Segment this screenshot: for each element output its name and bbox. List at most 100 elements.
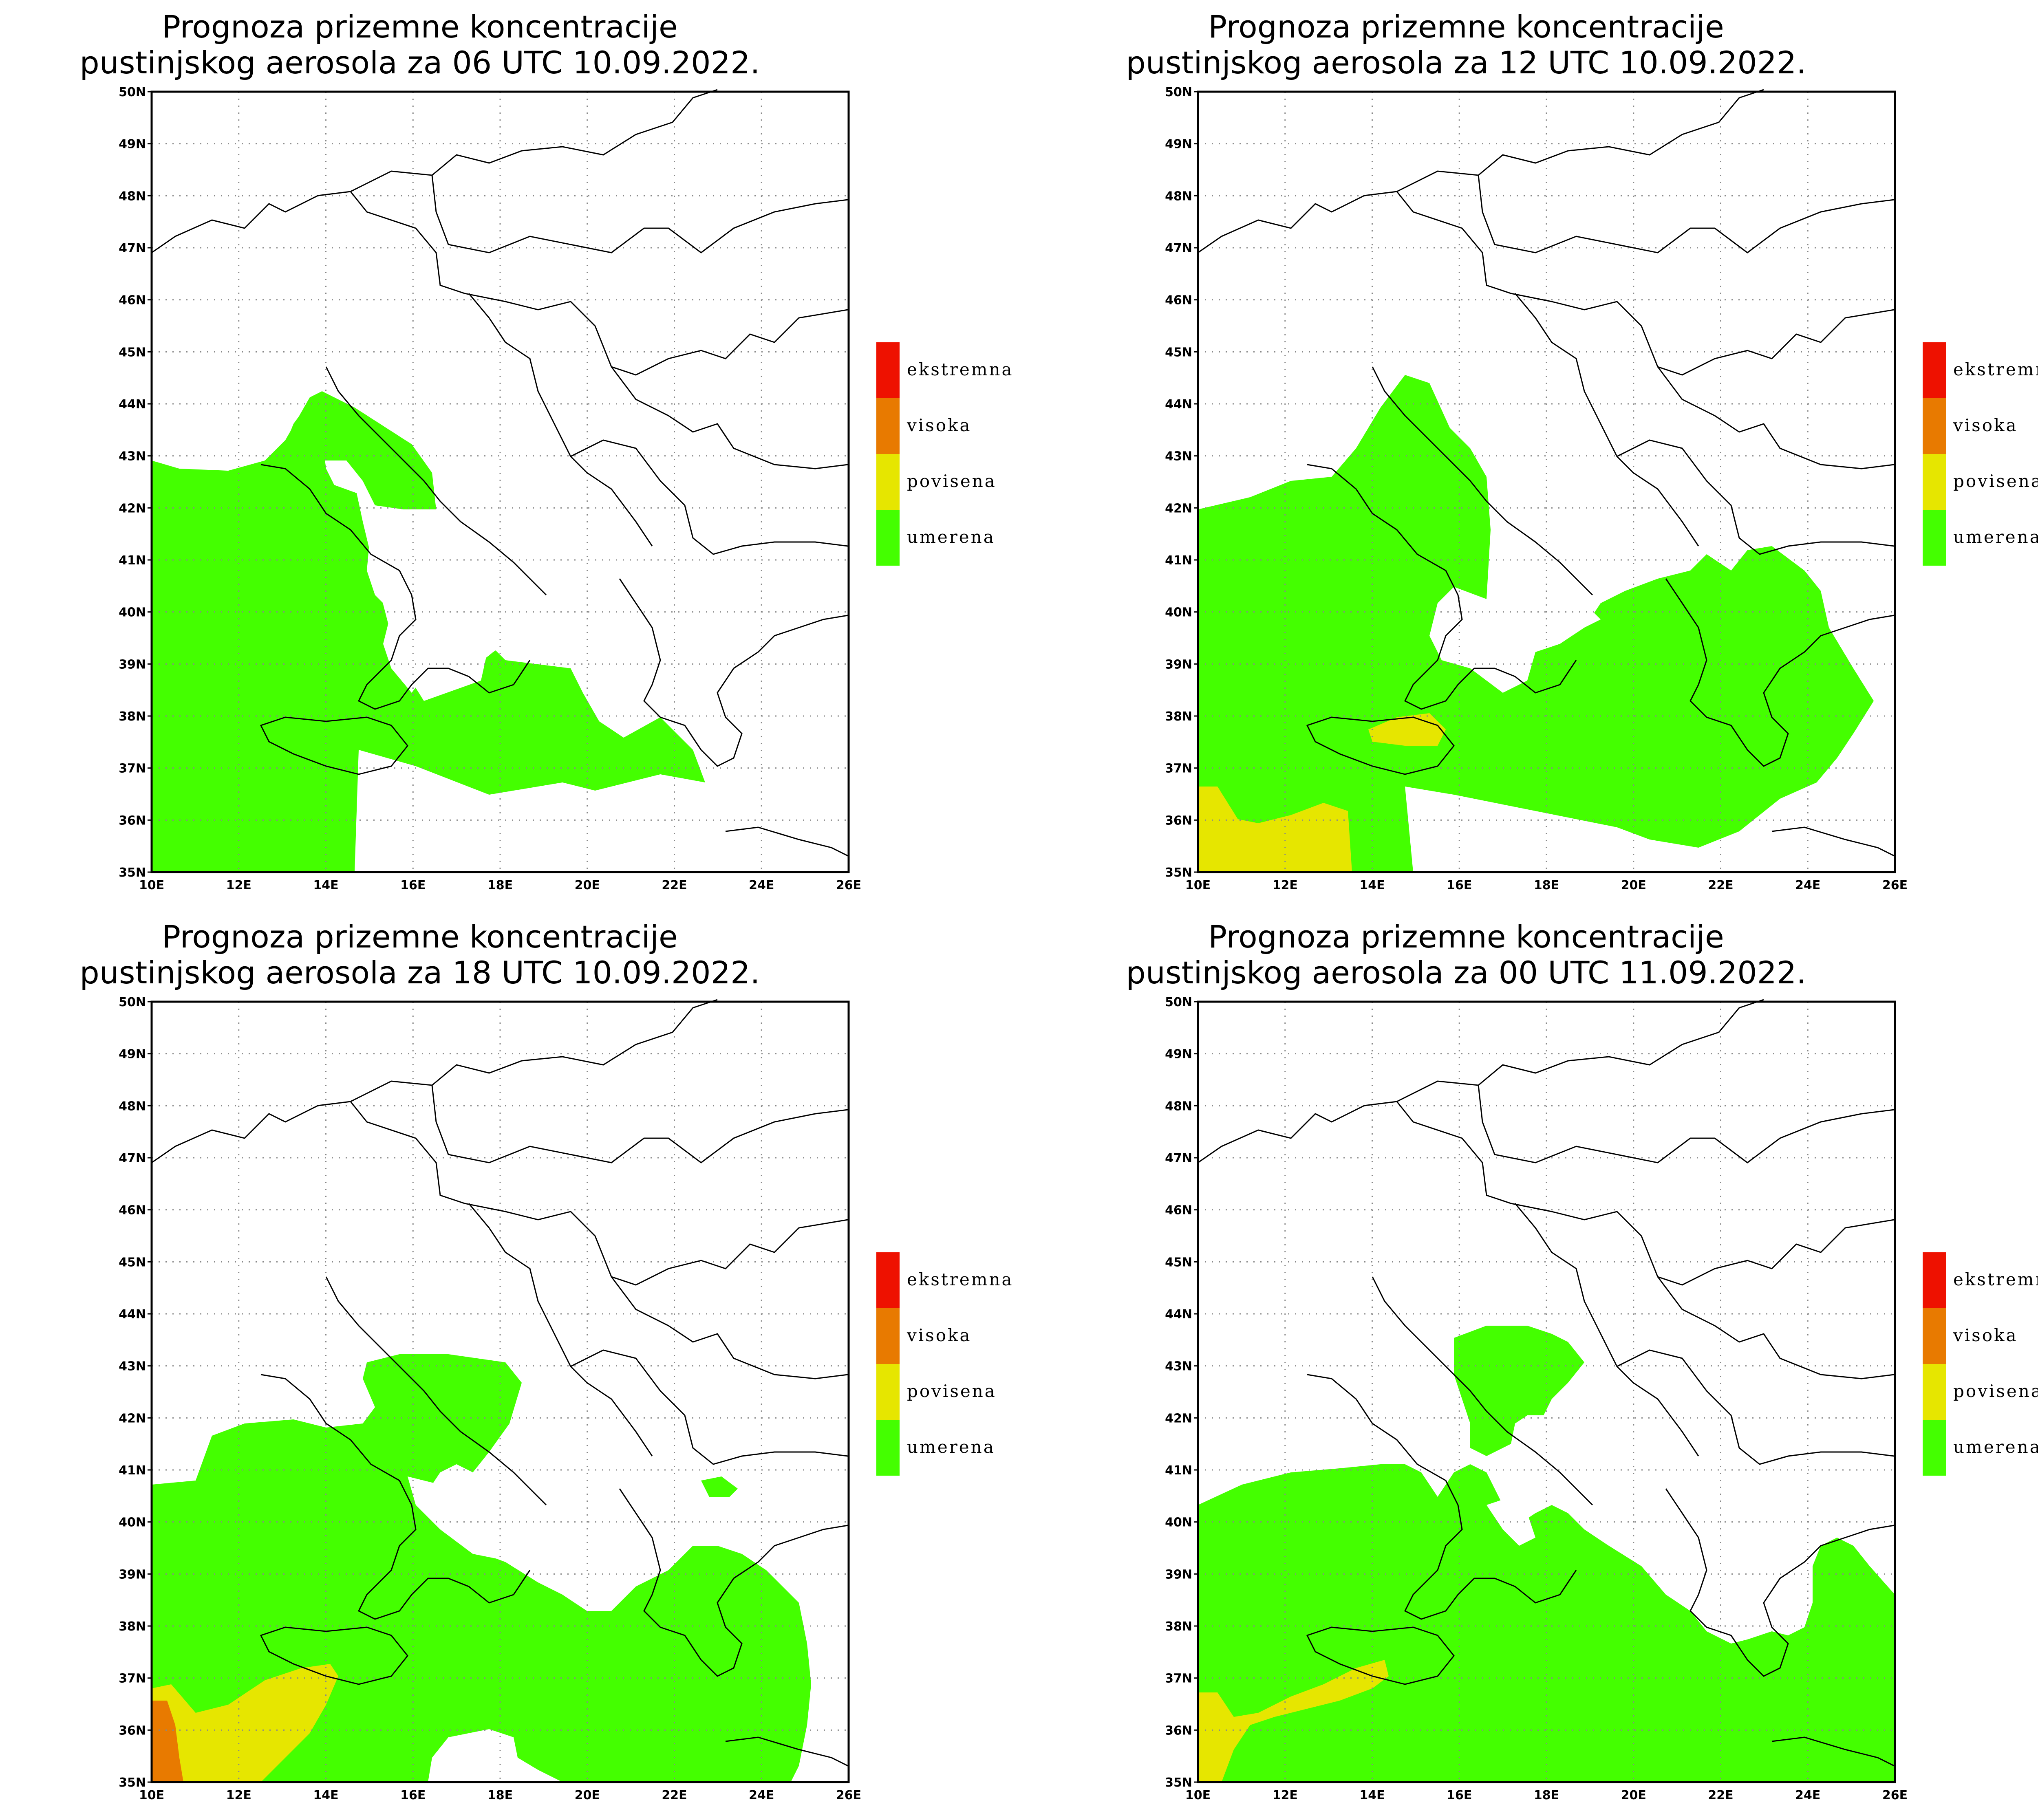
- axis-labels: 10E 12E 14E 16E 18E 20E 22E 24E 26E 35N 36N 37N 38N 3…: [1165, 85, 1908, 892]
- map-frame: [1197, 1000, 1896, 1783]
- lon-tick-label: 26E: [1882, 878, 1908, 892]
- lon-tick-label: 24E: [749, 878, 774, 892]
- lon-tick-label: 16E: [400, 878, 426, 892]
- lat-tick-label: 48N: [1165, 1099, 1192, 1113]
- lat-tick-label: 50N: [1165, 85, 1192, 99]
- lon-tick-label: 20E: [575, 1788, 600, 1802]
- panel-title: Prognoza prizemne koncentracije pustinjs…: [0, 9, 840, 81]
- lon-tick-label: 26E: [1882, 1788, 1908, 1802]
- legend-label: povisena: [907, 1381, 997, 1401]
- lat-tick-label: 38N: [119, 1619, 146, 1634]
- lat-tick-label: 46N: [119, 1203, 146, 1218]
- lat-tick-label: 44N: [119, 397, 146, 412]
- lat-tick-label: 39N: [119, 657, 146, 672]
- lat-tick-label: 42N: [119, 501, 146, 516]
- lon-tick-label: 24E: [749, 1788, 774, 1802]
- lat-tick-label: 44N: [119, 1307, 146, 1322]
- lat-tick-label: 45N: [1165, 1255, 1192, 1269]
- lon-tick-label: 16E: [400, 1788, 426, 1802]
- lat-tick-label: 35N: [119, 1776, 146, 1790]
- lon-tick-label: 16E: [1447, 1788, 1472, 1802]
- axis-labels: 10E 12E 14E 16E 18E 20E 22E 24E 26E 35N 36N 37N 38N 3…: [119, 85, 861, 892]
- lat-tick-label: 49N: [119, 137, 146, 152]
- country-borders: [151, 89, 848, 857]
- umerena-area: [1198, 1464, 1895, 1782]
- lat-tick-label: 41N: [119, 1463, 146, 1478]
- panel-title: Prognoza prizemne koncentracije pustinjs…: [1046, 919, 1886, 991]
- lat-tick-label: 50N: [119, 85, 146, 99]
- lon-tick-label: 14E: [1359, 878, 1385, 892]
- lon-tick-label: 22E: [662, 878, 687, 892]
- lat-tick-label: 40N: [1165, 1516, 1192, 1530]
- legend-swatch: [876, 398, 900, 454]
- lat-tick-label: 48N: [119, 1099, 146, 1113]
- lat-tick-label: 36N: [1165, 1723, 1192, 1738]
- umerena-area-adriatic: [261, 391, 436, 509]
- legend-label: ekstremna: [1953, 1269, 2038, 1289]
- lon-tick-label: 14E: [313, 878, 338, 892]
- legend-label: povisena: [1953, 471, 2038, 491]
- legend-swatch: [876, 1420, 900, 1476]
- umerena-area: [152, 401, 705, 872]
- map-frame: [150, 1000, 850, 1783]
- lon-tick-label: 10E: [139, 1788, 164, 1802]
- lat-tick-label: 47N: [1165, 1151, 1192, 1166]
- legend-swatch: [1923, 454, 1946, 510]
- lat-tick-label: 42N: [1165, 1411, 1192, 1426]
- axis-labels: 10E 12E 14E 16E 18E 20E 22E 24E 26E 35N 36N 37N 38N 3…: [1165, 995, 1908, 1802]
- map-plot: 10E 12E 14E 16E 18E 20E 22E 24E 26E 35N 36N 37N 38N 3…: [1165, 995, 1908, 1802]
- lon-tick-label: 12E: [226, 1788, 251, 1802]
- map-plot: 10E 12E 14E 16E 18E 20E 22E 24E 26E 35N 36N 37N 38N 3…: [119, 85, 861, 892]
- white-italy-cutout: [367, 518, 518, 693]
- legend-label: visoka: [907, 1325, 972, 1345]
- lat-tick-label: 45N: [119, 345, 146, 359]
- lat-tick-label: 48N: [1165, 189, 1192, 203]
- title-line-1: Prognoza prizemne koncentracije: [1208, 9, 1724, 45]
- legend-swatch: [876, 510, 900, 566]
- lat-tick-label: 48N: [119, 189, 146, 203]
- lat-tick-label: 49N: [1165, 1047, 1192, 1062]
- lat-tick-label: 43N: [1165, 449, 1192, 464]
- map-plot: 10E 12E 14E 16E 18E 20E 22E 24E 26E 35N 36N 37N 38N 3…: [119, 995, 861, 1802]
- lat-tick-label: 38N: [119, 709, 146, 724]
- lat-tick-label: 36N: [119, 1723, 146, 1738]
- title-line-2: pustinjskog aerosola za 12 UTC 10.09.202…: [1126, 44, 1806, 81]
- lat-tick-label: 50N: [1165, 995, 1192, 1009]
- legend-label: umerena: [907, 527, 995, 547]
- legend-label: visoka: [907, 415, 972, 435]
- lat-tick-label: 41N: [1165, 1463, 1192, 1478]
- lat-tick-label: 41N: [1165, 553, 1192, 568]
- lon-tick-label: 14E: [313, 1788, 338, 1802]
- lat-tick-label: 40N: [119, 1516, 146, 1530]
- lat-tick-label: 41N: [119, 553, 146, 568]
- lon-tick-label: 26E: [836, 878, 861, 892]
- legend-swatch: [1923, 1252, 1946, 1308]
- map-panel-00utc: Prognoza prizemne koncentracije pustinjs…: [1046, 910, 2038, 1820]
- concentration-fields: [152, 391, 705, 872]
- lat-tick-label: 43N: [119, 1359, 146, 1374]
- legend-label: povisena: [907, 471, 997, 491]
- country-borders: [1198, 999, 1895, 1767]
- lat-tick-label: 35N: [119, 866, 146, 880]
- map-frame: [1197, 90, 1896, 873]
- lat-tick-label: 44N: [1165, 397, 1192, 412]
- lon-tick-label: 22E: [1708, 1788, 1733, 1802]
- lat-tick-label: 37N: [1165, 1672, 1192, 1686]
- legend-swatch: [876, 1308, 900, 1364]
- lat-tick-label: 42N: [119, 1411, 146, 1426]
- legend-swatch: [1923, 342, 1946, 398]
- lon-tick-label: 26E: [836, 1788, 861, 1802]
- legend-swatch: [1923, 1308, 1946, 1364]
- lon-tick-label: 10E: [1185, 878, 1211, 892]
- umerena-island: [701, 1476, 738, 1497]
- povisena-africa: [1198, 787, 1352, 872]
- legend-label: povisena: [1953, 1381, 2038, 1401]
- lon-tick-label: 20E: [1621, 878, 1646, 892]
- lat-tick-label: 47N: [119, 1151, 146, 1166]
- white-ionian-cutout: [1519, 587, 1601, 636]
- white-ionian-cutout: [1487, 1497, 1535, 1546]
- title-line-2: pustinjskog aerosola za 06 UTC 10.09.202…: [79, 44, 760, 81]
- lat-tick-label: 50N: [119, 995, 146, 1009]
- map-panel-06utc: Prognoza prizemne koncentracije pustinjs…: [0, 0, 1046, 910]
- lat-tick-label: 43N: [119, 449, 146, 464]
